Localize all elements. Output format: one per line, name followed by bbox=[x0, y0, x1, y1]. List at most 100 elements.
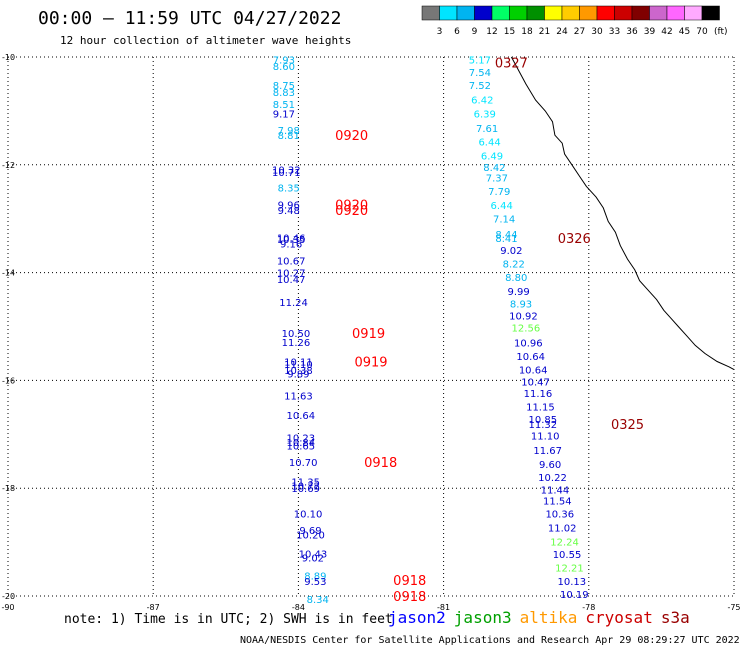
wave-height-value: 9.48 bbox=[278, 206, 300, 217]
wave-height-value: 6.39 bbox=[474, 110, 496, 121]
wave-height-value: 10.46 bbox=[277, 234, 306, 245]
legend-jason2: jason2 bbox=[388, 608, 446, 627]
x-tick-label: -75 bbox=[727, 603, 740, 610]
x-tick-label: -87 bbox=[147, 603, 160, 610]
y-tick-label: -14 bbox=[2, 269, 15, 278]
wave-height-value: 7.98 bbox=[278, 126, 300, 137]
color-scale-bar: 3 6 9 12 15 18 21 24 27 30 33 36 39 42 45 70 (ft) bbox=[421, 5, 728, 37]
wave-height-value: 6.49 bbox=[481, 152, 503, 163]
wave-height-value: 11.67 bbox=[533, 446, 562, 457]
axis-labels: -90 -87 -84 -81 -78 -75 -10 -12 -14 -16 -18 -20 bbox=[1, 53, 740, 610]
wave-height-value: 9.89 bbox=[287, 369, 309, 380]
y-tick-label: -18 bbox=[2, 484, 15, 493]
legend-jason3: jason3 bbox=[453, 608, 512, 627]
wave-height-value: 9.53 bbox=[304, 577, 326, 588]
wave-height-value: 10.65 bbox=[286, 442, 315, 453]
wave-height-value: 11.26 bbox=[282, 338, 311, 349]
pass-time-label: 0920 bbox=[335, 199, 368, 214]
wave-height-value: 9.69 bbox=[299, 526, 321, 537]
wave-height-value: 12.24 bbox=[550, 538, 579, 549]
wave-height-value: 10.11 bbox=[284, 358, 313, 369]
pass-time-label: 0325 bbox=[611, 418, 644, 433]
wave-height-value: 11.44 bbox=[541, 485, 570, 496]
wave-height-value: 10.84 bbox=[286, 438, 315, 449]
wave-height-value: 10.55 bbox=[553, 550, 582, 561]
wave-height-value: 10.32 bbox=[272, 166, 301, 177]
pass-time-label: 0919 bbox=[354, 356, 387, 371]
wave-height-value: 9.17 bbox=[273, 110, 295, 121]
wave-height-value: 12.21 bbox=[555, 563, 584, 574]
colorbar-tick-label: 30 bbox=[591, 27, 603, 37]
wave-height-value: 10.19 bbox=[560, 590, 589, 601]
wave-height-value: 7.93 bbox=[273, 56, 295, 67]
wave-height-value: 10.20 bbox=[296, 531, 325, 542]
wave-height-value: 10.85 bbox=[528, 415, 557, 426]
satellite-legend: jason2 jason3 altika cryosat s3a bbox=[388, 608, 698, 627]
coastline bbox=[510, 56, 735, 371]
wave-height-value: 10.36 bbox=[545, 510, 574, 521]
wave-height-value: 10.38 bbox=[284, 366, 313, 377]
x-tick-label: -90 bbox=[1, 603, 14, 610]
wave-height-value: 9.99 bbox=[507, 287, 529, 298]
wave-height-value: 9.60 bbox=[539, 460, 561, 471]
wave-height-value: 10.43 bbox=[299, 549, 328, 560]
wave-height-value: 7.79 bbox=[488, 187, 510, 198]
wave-height-value: 10.23 bbox=[286, 434, 315, 445]
wave-height-value: 10.22 bbox=[538, 473, 567, 484]
colorbar-tick-label: 42 bbox=[661, 27, 672, 37]
wave-height-value: 11.10 bbox=[284, 360, 313, 371]
pass-time-label: 0919 bbox=[352, 327, 385, 342]
wave-height-value: 11.24 bbox=[279, 298, 308, 309]
colorbar-tick-label: 21 bbox=[539, 27, 550, 37]
pass-time-label: 0918 bbox=[364, 456, 397, 471]
wave-height-value: 11.32 bbox=[528, 420, 557, 431]
legend-s3a: s3a bbox=[660, 608, 690, 627]
wave-height-value: 11.16 bbox=[524, 389, 553, 400]
colorbar-tick-label: 39 bbox=[644, 27, 656, 37]
wave-height-value: 9.02 bbox=[500, 246, 522, 257]
colorbar-tick-label: 45 bbox=[679, 27, 690, 37]
wave-height-value: 10.71 bbox=[272, 168, 301, 179]
wave-height-value: 8.89 bbox=[304, 572, 326, 583]
colorbar-tick-label: 15 bbox=[504, 27, 515, 37]
colorbar-tick-label: 6 bbox=[454, 27, 460, 37]
wave-height-value: 8.83 bbox=[273, 88, 295, 99]
wave-height-value: 8.80 bbox=[505, 273, 527, 284]
wave-height-value: 6.44 bbox=[491, 201, 513, 212]
x-tick-label: -81 bbox=[437, 603, 450, 610]
wave-height-value: 11.02 bbox=[548, 524, 577, 535]
wave-height-value: 6.44 bbox=[478, 138, 500, 149]
colorbar-tick-label: 12 bbox=[486, 27, 497, 37]
y-tick-label: -10 bbox=[2, 53, 15, 62]
pass-time-label: 0918 bbox=[393, 590, 426, 605]
wave-height-value: 9.16 bbox=[280, 239, 302, 250]
pass-time-label: 0327 bbox=[495, 56, 528, 71]
wave-height-value: 10.10 bbox=[294, 510, 323, 521]
y-tick-label: -12 bbox=[2, 161, 15, 170]
colorbar-swatch bbox=[701, 5, 720, 21]
x-tick-label: -84 bbox=[292, 603, 305, 610]
wave-height-value: 10.70 bbox=[289, 458, 318, 469]
map-grid bbox=[7, 56, 735, 597]
wave-height-value: 8.35 bbox=[278, 183, 300, 194]
legend-cryosat: cryosat bbox=[585, 608, 653, 627]
colorbar-unit: (ft) bbox=[714, 27, 728, 37]
wave-height-value: 7.61 bbox=[476, 124, 498, 135]
pass-time-labels: 0920092009200919091909180918091803270326… bbox=[335, 56, 644, 605]
wave-height-value: 8.81 bbox=[278, 131, 300, 142]
y-tick-label: -20 bbox=[2, 592, 15, 601]
colorbar-tick-label: 18 bbox=[521, 27, 533, 37]
colorbar-tick-label: 9 bbox=[472, 27, 478, 37]
pass-time-label: 0920 bbox=[335, 129, 368, 144]
colorbar-tick-label: 24 bbox=[556, 27, 568, 37]
wave-height-value: 8.34 bbox=[307, 595, 329, 606]
pass-time-label: 0326 bbox=[558, 232, 591, 247]
wave-height-value: 11.63 bbox=[284, 391, 313, 402]
wave-height-value: 8.75 bbox=[273, 81, 295, 92]
wave-height-value: 12.56 bbox=[512, 324, 541, 335]
wave-height-value: 8.22 bbox=[503, 259, 525, 270]
wave-height-value: 8.60 bbox=[273, 62, 295, 73]
colorbar-tick-label: 33 bbox=[609, 27, 620, 37]
pass-time-label: 0920 bbox=[335, 204, 368, 219]
wave-height-value: 8.44 bbox=[495, 230, 517, 241]
